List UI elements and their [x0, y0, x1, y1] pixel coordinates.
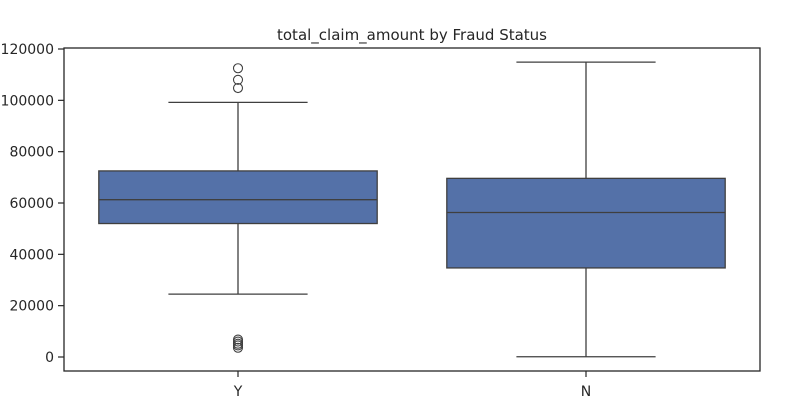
y-tick-label: 120000 — [1, 42, 54, 58]
box-group-y — [98, 63, 378, 353]
outlier-point — [232, 63, 244, 74]
iqr-box — [446, 177, 726, 269]
y-tick-label: 100000 — [1, 93, 54, 109]
outlier-point — [232, 82, 244, 94]
boxes-layer — [98, 61, 726, 358]
outlier-point — [232, 342, 244, 353]
outlier-point — [232, 74, 244, 85]
iqr-box — [98, 170, 378, 225]
y-tick-label: 60000 — [9, 196, 54, 212]
y-tick-label: 80000 — [9, 145, 54, 161]
chart-title: total_claim_amount by Fraud Status — [277, 26, 547, 45]
y-tick-label: 0 — [45, 350, 54, 366]
axes-layer: 0 20000 40000 60000 80000 100000 120000 Y N — [1, 42, 592, 400]
x-tick-label: Y — [233, 384, 243, 400]
plot-frame — [63, 47, 761, 372]
outlier-point — [232, 340, 244, 351]
y-tick-label: 20000 — [9, 299, 54, 315]
x-tick-label: N — [581, 384, 591, 400]
y-tick-label: 40000 — [9, 247, 54, 263]
box-group-n — [446, 61, 726, 358]
